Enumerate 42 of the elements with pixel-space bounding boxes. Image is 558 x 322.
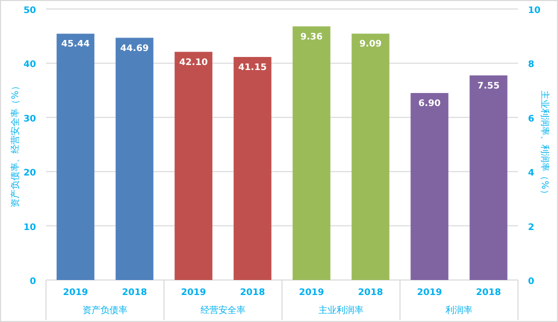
data-label: 45.44 [61, 40, 90, 50]
bar [352, 34, 390, 280]
bar [470, 75, 508, 280]
y-tick-label: 40 [23, 60, 36, 70]
text: 资产负债率 [82, 305, 128, 316]
text: 利润率 [446, 305, 472, 316]
x-tick-label: 2018 [358, 288, 384, 298]
data-label: 44.69 [120, 44, 149, 54]
x-tick-label: 2019 [180, 288, 206, 298]
data-label: 7.55 [477, 81, 500, 92]
x-tick-label: 2018 [240, 288, 266, 298]
x-tick-label: 2018 [476, 288, 502, 298]
text: 主业利润率 [318, 305, 364, 316]
y2-tick-label: 4 [528, 168, 534, 179]
x-tick-label: 2018 [122, 288, 148, 298]
y-tick-label: 50 [23, 6, 36, 16]
y-tick-label: 30 [23, 114, 36, 124]
y2-tick-label: 10 [528, 6, 541, 16]
y2-axis-title: 主业利润率、利润率（%） [539, 90, 550, 198]
x-tick-label: 2019 [62, 288, 88, 298]
bar [234, 56, 272, 280]
y2-tick-label: 8 [528, 60, 534, 70]
x-tick-label: 2019 [298, 288, 324, 298]
y-axis-title: 资产负债率、经营安全率（%） [10, 82, 21, 208]
text: 经营安全率 [200, 305, 246, 316]
data-label: 9.09 [359, 40, 382, 50]
bar [292, 26, 330, 280]
data-label: 9.36 [300, 32, 323, 42]
bar [410, 93, 448, 280]
bar [56, 34, 94, 280]
x-tick-label: 2019 [416, 288, 442, 298]
data-label: 6.90 [418, 99, 441, 110]
data-label: 41.15 [238, 62, 267, 73]
y2-tick-label: 6 [528, 114, 534, 124]
bar [174, 52, 212, 280]
y2-tick-label: 0 [528, 277, 534, 287]
data-label: 42.10 [179, 58, 208, 68]
bar [116, 38, 154, 280]
y2-tick-label: 2 [528, 222, 534, 233]
y-tick-label: 10 [23, 222, 36, 233]
y-tick-label: 20 [23, 168, 36, 179]
y-tick-label: 0 [30, 277, 36, 287]
